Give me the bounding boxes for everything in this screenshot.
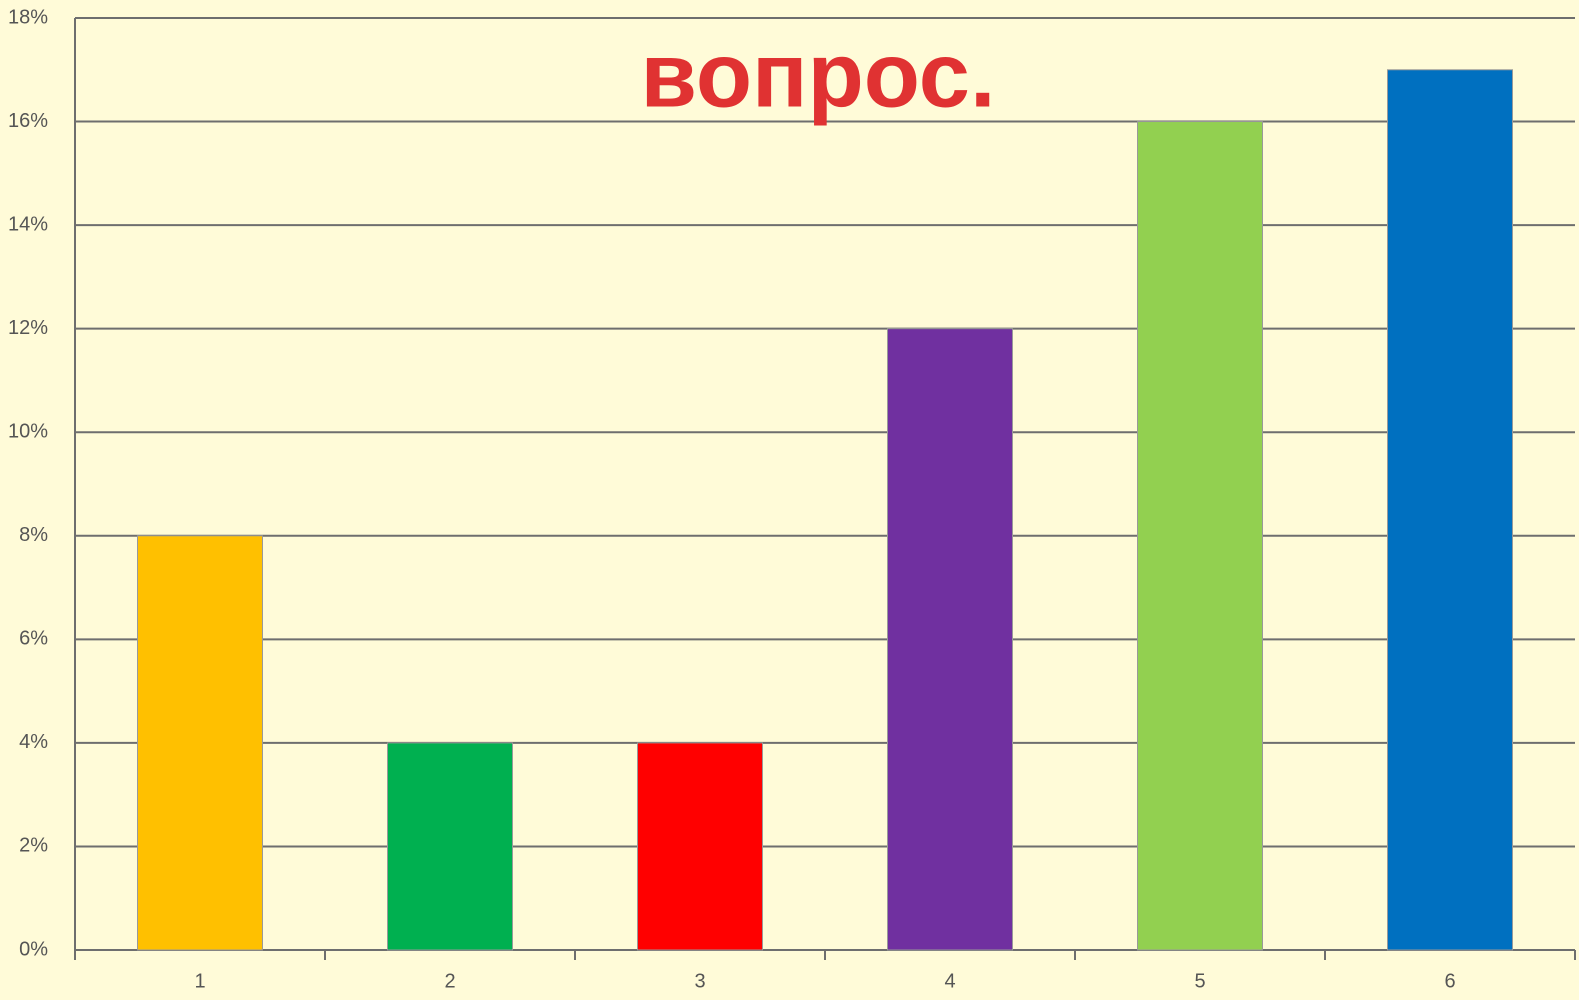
y-tick-label: 14% xyxy=(8,213,48,235)
y-tick-label: 2% xyxy=(19,835,48,857)
bar xyxy=(1138,122,1263,950)
bar xyxy=(1388,70,1513,950)
bar xyxy=(638,743,763,950)
bar xyxy=(888,329,1013,950)
y-tick-label: 18% xyxy=(8,6,48,28)
x-tick-label: 5 xyxy=(1194,970,1205,992)
bar xyxy=(388,743,513,950)
chart: вопрос. 0% 2% 4% 6% 8% 10% 12% 14% 16% 18% 1 2 3 4 5 6 xyxy=(0,0,1579,1000)
y-tick-label: 16% xyxy=(8,110,48,132)
y-tick-label: 12% xyxy=(8,317,48,339)
y-tick-label: 6% xyxy=(19,628,48,650)
bar xyxy=(138,536,263,950)
y-tick-label: 10% xyxy=(8,421,48,443)
x-tick-label: 3 xyxy=(694,970,705,992)
x-tick-label: 1 xyxy=(194,970,205,992)
chart-title: вопрос. xyxy=(640,24,995,126)
page: вопрос. 0%2%4%6%8%10%12%14%16%18%123456 … xyxy=(0,0,1579,1000)
x-tick-label: 4 xyxy=(944,970,955,992)
x-tick-label: 2 xyxy=(444,970,455,992)
y-tick-label: 8% xyxy=(19,524,48,546)
x-tick-label: 6 xyxy=(1444,970,1455,992)
y-tick-label: 0% xyxy=(19,938,48,960)
y-tick-label: 4% xyxy=(19,731,48,753)
